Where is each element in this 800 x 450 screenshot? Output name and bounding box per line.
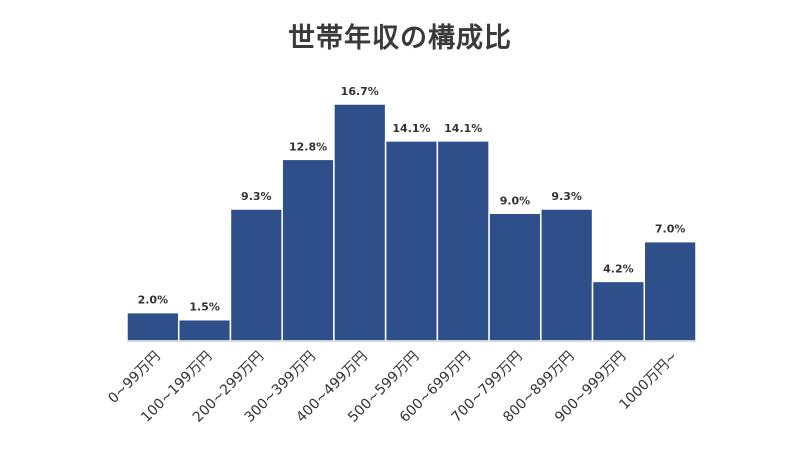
chart-title: 世帯年収の構成比 (288, 23, 512, 54)
bar-5 (384, 140, 439, 342)
data-label-10: 7.0% (655, 223, 686, 236)
x-tick-labels-layer: 0~99万円100~199万円200~299万円300~399万円400~499… (105, 349, 681, 426)
bar-10 (643, 240, 697, 342)
bar-3 (281, 158, 335, 342)
data-label-8: 9.3% (551, 190, 582, 203)
data-label-5: 14.1% (392, 122, 430, 135)
bars-layer (126, 103, 697, 342)
data-label-1: 1.5% (189, 301, 220, 314)
data-label-7: 9.0% (500, 194, 531, 207)
data-label-9: 4.2% (603, 262, 634, 275)
bar-9 (591, 280, 646, 342)
data-label-3: 12.8% (289, 140, 327, 153)
bar-4 (333, 103, 387, 342)
bar-7 (488, 212, 542, 342)
bar-0 (126, 311, 180, 342)
bar-1 (177, 318, 232, 342)
data-label-0: 2.0% (138, 294, 169, 307)
data-label-2: 9.3% (241, 190, 272, 203)
data-label-4: 16.7% (341, 85, 379, 98)
bar-2 (229, 208, 283, 342)
data-label-6: 14.1% (444, 122, 482, 135)
bar-6 (436, 140, 490, 342)
data-labels-layer: 2.0% 1.5% 9.3% 12.8% 16.7% 14.1% 14.1% 9.0% 9.3%… (138, 85, 686, 314)
bar-8 (540, 208, 594, 342)
